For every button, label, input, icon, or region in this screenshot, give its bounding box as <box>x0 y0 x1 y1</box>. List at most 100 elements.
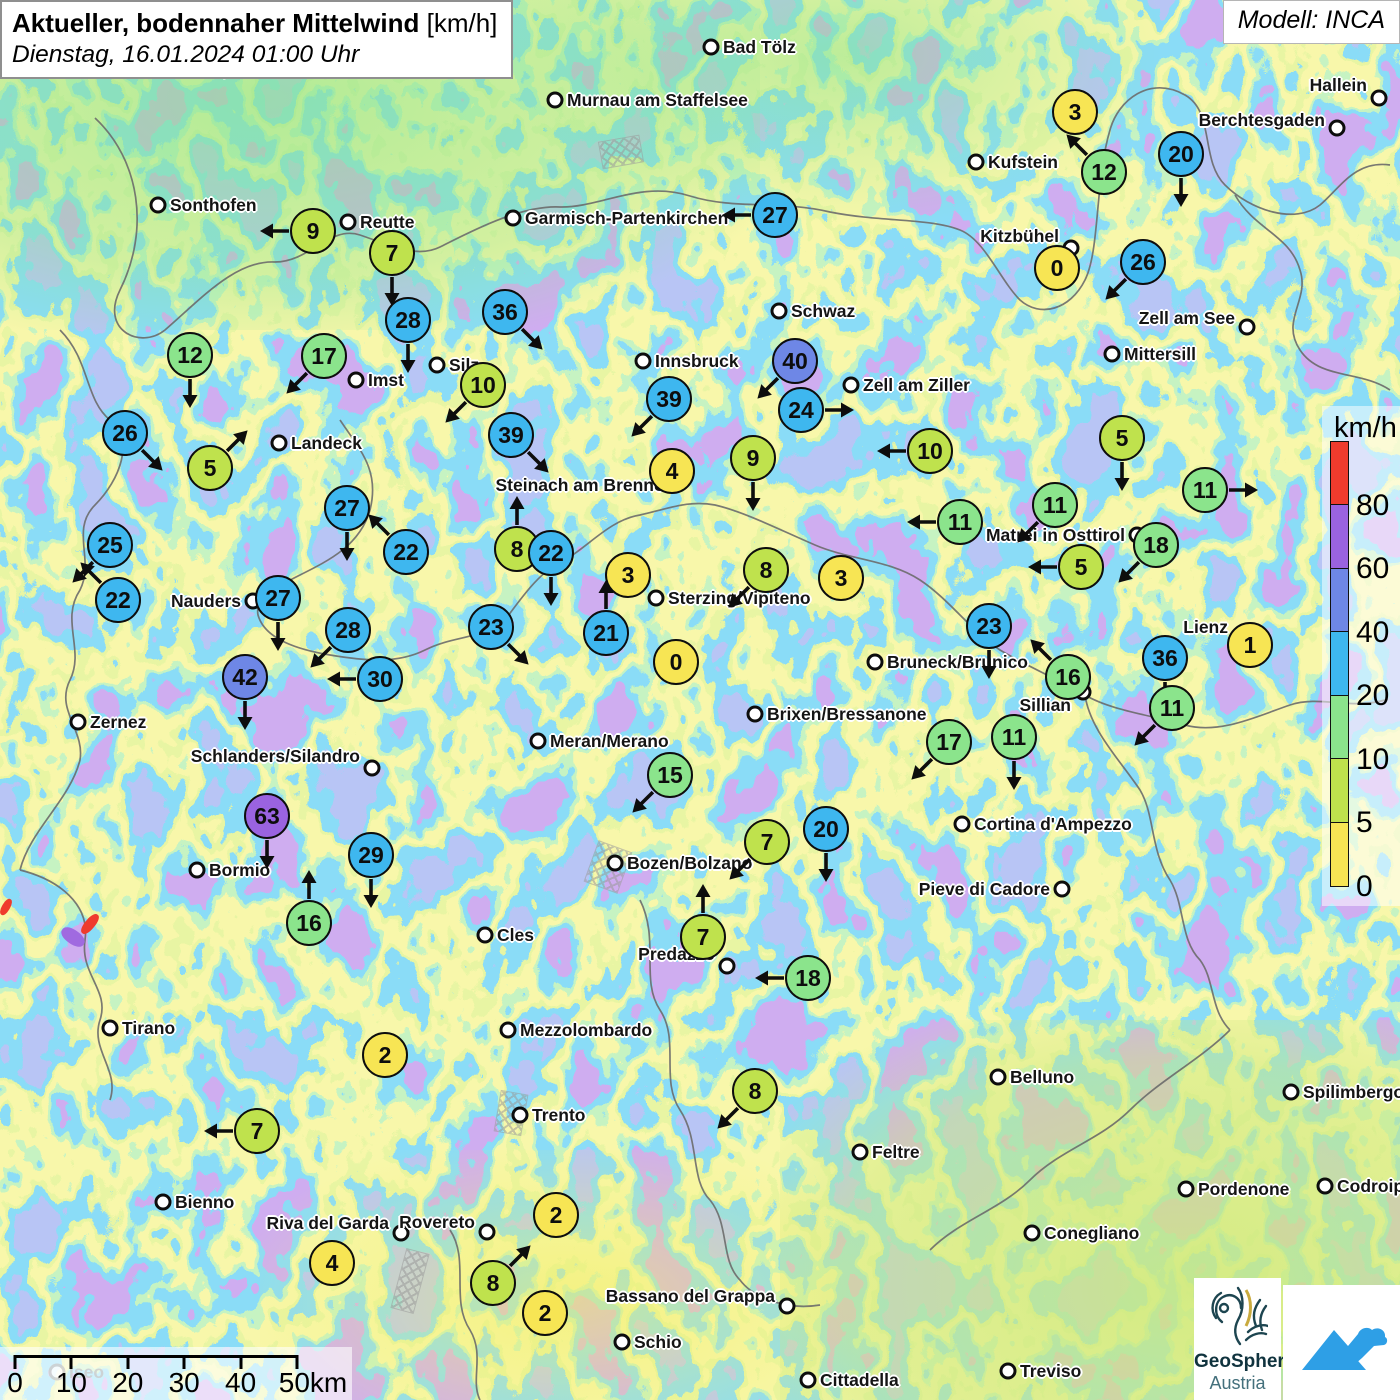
city-marker <box>1238 318 1256 336</box>
city-label: Imst <box>368 370 404 390</box>
wind-direction-arrow <box>1105 459 1139 493</box>
city-label: Innsbruck <box>655 351 739 371</box>
wind-station-value: 2 <box>522 1290 568 1336</box>
wind-direction-arrow <box>875 434 909 468</box>
wind-station-value: 39 <box>646 376 692 422</box>
wind-station-value: 7 <box>234 1108 280 1154</box>
legend-unit-label: km/h <box>1334 412 1397 444</box>
city-marker <box>347 371 365 389</box>
city-marker <box>1103 345 1121 363</box>
city-marker <box>499 1021 517 1039</box>
wind-station-value: 11 <box>991 714 1037 760</box>
city-marker <box>613 1333 631 1351</box>
city-label: Landeck <box>291 433 362 453</box>
wind-station-value: 36 <box>1142 635 1188 681</box>
city-label: Bienno <box>175 1192 235 1212</box>
wind-station-value: 10 <box>907 428 953 474</box>
city-marker <box>799 1371 817 1389</box>
legend-color-bar <box>1330 440 1349 887</box>
city-marker <box>1282 1083 1300 1101</box>
legend-segment <box>1330 504 1349 569</box>
legend-tick-label: 5 <box>1356 806 1373 839</box>
wind-station-value: 3 <box>605 552 651 598</box>
wind-station-value: 11 <box>1149 685 1195 731</box>
city-marker <box>1023 1224 1041 1242</box>
wind-direction-arrow <box>250 837 284 871</box>
wind-station-value: 22 <box>528 530 574 576</box>
wind-station-value: 2 <box>533 1192 579 1238</box>
city-label: Treviso <box>1020 1361 1082 1381</box>
wind-station-value: 7 <box>744 819 790 865</box>
city-label: Pieve di Cadore <box>918 879 1050 899</box>
wind-direction-arrow <box>521 445 555 479</box>
city-label: Mezzolombardo <box>520 1020 653 1040</box>
wind-station-value: 40 <box>772 338 818 384</box>
city-label: Bassano del Grappa <box>605 1286 775 1306</box>
city-label: Zernez <box>90 712 147 732</box>
wind-station-value: 15 <box>647 752 693 798</box>
city-marker <box>634 352 652 370</box>
wind-direction-arrow <box>330 529 364 563</box>
wind-direction-arrow <box>354 876 388 910</box>
geosphere-logo: GeoSphere Austria <box>1194 1278 1296 1400</box>
city-label: Conegliano <box>1044 1223 1140 1243</box>
wind-direction-arrow <box>325 662 359 696</box>
scale-tick-label: 30 <box>168 1367 200 1398</box>
wind-station-value: 5 <box>187 445 233 491</box>
city-label: Schwaz <box>791 301 856 321</box>
wind-station-value: 24 <box>778 387 824 433</box>
geosphere-swirl-icon <box>1210 1286 1269 1346</box>
wind-station-value: 11 <box>1182 467 1228 513</box>
wind-station-value: 10 <box>460 362 506 408</box>
wind-direction-arrow <box>220 424 254 458</box>
wind-direction-arrow <box>1099 272 1133 306</box>
wind-station-value: 63 <box>244 793 290 839</box>
city-label: Schio <box>634 1332 682 1352</box>
wind-direction-arrow <box>997 758 1031 792</box>
city-marker <box>866 653 884 671</box>
wind-station-value: 20 <box>1158 131 1204 177</box>
city-marker <box>101 1019 119 1037</box>
city-marker <box>188 861 206 879</box>
wind-station-value: 23 <box>966 603 1012 649</box>
wind-direction-arrow <box>625 409 659 443</box>
legend-segment <box>1330 821 1349 887</box>
city-label: Tirano <box>122 1018 176 1038</box>
city-label: Bruneck/Brunico <box>887 652 1028 672</box>
city-label: Riva del Garda <box>266 1213 389 1233</box>
wind-station-value: 27 <box>752 192 798 238</box>
wind-station-value: 9 <box>290 208 336 254</box>
scale-tick-label: 10 <box>55 1367 87 1398</box>
wind-station-value: 3 <box>818 555 864 601</box>
city-marker <box>999 1362 1017 1380</box>
city-label: Bad Tölz <box>723 37 796 57</box>
wind-direction-arrow <box>1226 473 1260 507</box>
wind-station-value: 30 <box>357 656 403 702</box>
logo-name-text: GeoSphere <box>1194 1351 1296 1372</box>
city-label: Zell am See <box>1138 308 1235 328</box>
wind-direction-arrow <box>822 393 856 427</box>
wind-direction-arrow <box>1164 175 1198 209</box>
wind-station-value: 0 <box>1034 245 1080 291</box>
wind-direction-arrow <box>534 574 568 608</box>
wind-station-value: 9 <box>730 435 776 481</box>
wind-direction-arrow <box>972 647 1006 681</box>
city-label: Belluno <box>1010 1067 1075 1087</box>
city-marker <box>702 38 720 56</box>
wind-station-value: 8 <box>732 1068 778 1114</box>
wind-direction-arrow <box>391 341 425 375</box>
city-label: Rovereto <box>399 1212 475 1232</box>
city-marker <box>149 196 167 214</box>
wind-direction-arrow <box>736 479 770 513</box>
city-marker <box>1053 880 1071 898</box>
wind-station-value: 7 <box>369 230 415 276</box>
wind-direction-arrow <box>1128 718 1162 752</box>
city-label: Meran/Merano <box>550 731 669 751</box>
city-label: Sonthofen <box>170 195 257 215</box>
city-label: Hallein <box>1309 75 1367 95</box>
wind-station-value: 0 <box>653 639 699 685</box>
city-label: Murnau am Staffelsee <box>567 90 748 110</box>
wind-direction-arrow <box>1024 633 1058 667</box>
wind-direction-arrow <box>722 580 756 614</box>
city-label: Garmisch-Partenkirchen <box>525 208 729 228</box>
